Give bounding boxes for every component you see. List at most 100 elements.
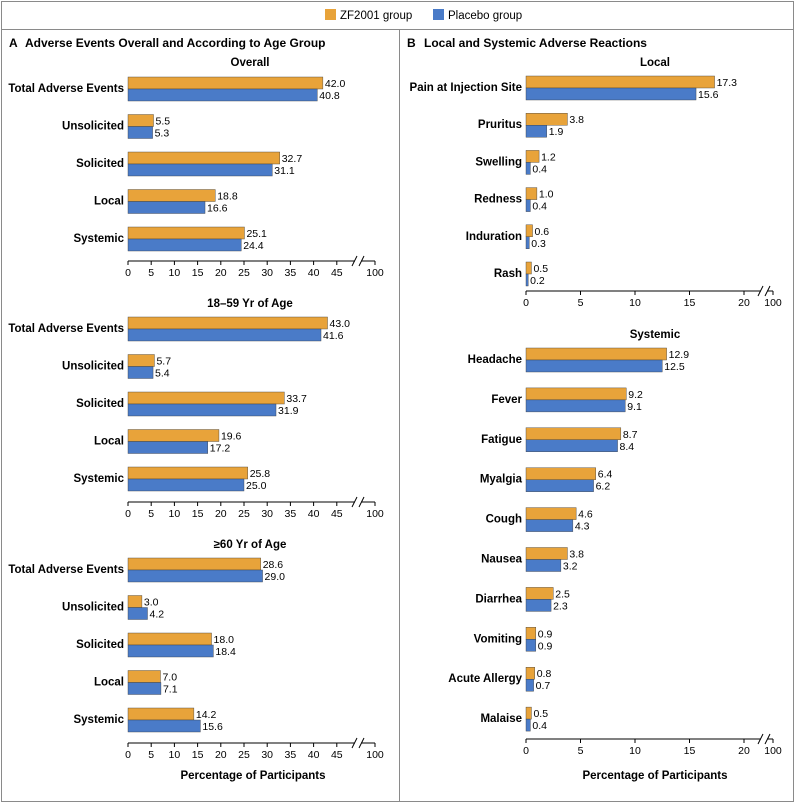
- x-tick-label-5: 5: [578, 297, 584, 309]
- bar-zf2001-headache: [525, 347, 667, 361]
- x-tick-label-0: 0: [125, 508, 131, 520]
- value-label-placebo-vomiting: 0.9: [538, 640, 553, 652]
- value-label-placebo-unsolicited: 4.2: [149, 609, 164, 621]
- value-label-placebo-malaise: 0.4: [532, 720, 547, 732]
- bar-placebo-solicited: [127, 403, 277, 417]
- value-label-placebo-redness: 0.4: [532, 201, 547, 213]
- value-label-zf2001-vomiting: 0.9: [538, 628, 553, 640]
- value-label-zf2001-local: 19.6: [221, 431, 242, 443]
- value-label-zf2001-unsolicited: 5.5: [156, 116, 171, 128]
- value-label-placebo-total-adverse-events: 41.6: [323, 330, 344, 342]
- x-tick-label-40: 40: [308, 508, 320, 520]
- bar-zf2001-unsolicited: [127, 595, 143, 608]
- bar-placebo-rash: [525, 273, 529, 287]
- bar-zf2001-diarrhea: [525, 587, 554, 600]
- value-label-zf2001-swelling: 1.2: [541, 151, 556, 163]
- x-tick-label-100: 100: [366, 749, 384, 761]
- bar-placebo-solicited: [127, 163, 273, 177]
- value-label-zf2001-induration: 0.6: [535, 226, 550, 238]
- category-label-pruritus: Pruritus: [478, 119, 522, 131]
- value-label-zf2001-solicited: 32.7: [282, 153, 303, 165]
- bar-zf2001-total-adverse-events: [127, 316, 328, 330]
- bar-zf2001-systemic: [127, 466, 248, 480]
- value-label-zf2001-headache: 12.9: [669, 349, 690, 361]
- chart-subtitle: Local: [640, 57, 670, 69]
- bar-zf2001-nausea: [525, 547, 568, 560]
- bar-placebo-induration: [525, 236, 530, 250]
- category-label-total-adverse-events: Total Adverse Events: [8, 564, 124, 576]
- bar-placebo-total-adverse-events: [127, 88, 318, 102]
- value-label-placebo-unsolicited: 5.3: [155, 128, 170, 140]
- category-label-total-adverse-events: Total Adverse Events: [8, 323, 124, 335]
- value-label-placebo-systemic: 15.6: [202, 721, 223, 733]
- value-label-zf2001-pruritus: 3.8: [569, 114, 584, 126]
- bar-zf2001-systemic: [127, 707, 195, 721]
- x-tick-label-10: 10: [169, 749, 181, 761]
- value-label-placebo-local: 17.2: [210, 443, 231, 455]
- bar-zf2001-fever: [525, 387, 627, 401]
- value-label-zf2001-unsolicited: 5.7: [156, 356, 171, 368]
- chart-subtitle: Systemic: [630, 329, 681, 341]
- bar-zf2001-total-adverse-events: [127, 557, 261, 571]
- bar-zf2001-total-adverse-events: [127, 76, 324, 90]
- bar-zf2001-swelling: [525, 150, 540, 163]
- bar-zf2001-redness: [525, 187, 538, 200]
- bar-placebo-vomiting: [525, 639, 537, 652]
- bar-placebo-malaise: [525, 718, 531, 732]
- x-tick-label-10: 10: [169, 267, 181, 279]
- bar-zf2001-local: [127, 670, 161, 683]
- x-tick-label-25: 25: [238, 267, 250, 279]
- legend-label-zf2001: ZF2001 group: [340, 10, 412, 22]
- value-label-zf2001-myalgia: 6.4: [598, 469, 613, 481]
- category-label-local: Local: [94, 196, 124, 208]
- bar-zf2001-acute-allergy: [525, 667, 535, 680]
- x-tick-label-100: 100: [764, 745, 782, 757]
- x-tick-label-0: 0: [523, 745, 529, 757]
- x-axis-label: Percentage of Participants: [582, 770, 727, 782]
- value-label-zf2001-unsolicited: 3.0: [144, 597, 159, 609]
- bar-placebo-headache: [525, 359, 663, 373]
- x-tick-label-5: 5: [578, 745, 584, 757]
- value-label-placebo-systemic: 24.4: [243, 240, 264, 252]
- chart-a-60-yr-of-age: ≥60 Yr of Age Total Adverse Events 28.629.…: [8, 539, 384, 782]
- value-label-placebo-fatigue: 8.4: [620, 441, 635, 453]
- bar-zf2001-fatigue: [525, 427, 622, 440]
- x-tick-label-30: 30: [261, 749, 273, 761]
- value-label-zf2001-systemic: 14.2: [196, 709, 217, 721]
- bar-placebo-nausea: [525, 559, 562, 572]
- bar-zf2001-myalgia: [525, 467, 596, 480]
- category-label-solicited: Solicited: [76, 398, 124, 410]
- category-label-unsolicited: Unsolicited: [62, 602, 124, 614]
- bar-zf2001-local: [127, 429, 220, 442]
- category-label-systemic: Systemic: [73, 473, 124, 485]
- chart-subtitle: ≥60 Yr of Age: [214, 539, 287, 551]
- bar-placebo-local: [127, 682, 162, 695]
- category-label-myalgia: Myalgia: [480, 474, 523, 486]
- category-label-induration: Induration: [466, 231, 522, 243]
- legend-label-placebo: Placebo group: [448, 10, 522, 22]
- category-label-swelling: Swelling: [475, 156, 522, 168]
- axis-break-mark: [358, 255, 365, 267]
- bar-zf2001-unsolicited: [127, 114, 154, 127]
- chart-subtitle: 18–59 Yr of Age: [207, 298, 293, 310]
- panel-b-letter: B: [407, 36, 416, 50]
- x-tick-label-15: 15: [684, 297, 696, 309]
- category-label-headache: Headache: [468, 354, 522, 366]
- value-label-zf2001-local: 7.0: [162, 672, 177, 684]
- bar-zf2001-induration: [525, 224, 533, 238]
- value-label-zf2001-nausea: 3.8: [569, 549, 584, 561]
- legend: ZF2001 group Placebo group: [325, 9, 522, 22]
- axis-break-mark: [351, 496, 358, 508]
- x-tick-label-35: 35: [285, 267, 297, 279]
- axis-break-mark: [351, 737, 358, 749]
- bar-zf2001-unsolicited: [127, 354, 155, 367]
- category-label-total-adverse-events: Total Adverse Events: [8, 83, 124, 95]
- bar-placebo-systemic: [127, 238, 242, 252]
- x-tick-label-20: 20: [215, 749, 227, 761]
- category-label-nausea: Nausea: [481, 554, 523, 566]
- x-tick-label-5: 5: [148, 749, 154, 761]
- x-tick-label-40: 40: [308, 749, 320, 761]
- bar-placebo-myalgia: [525, 479, 594, 492]
- value-label-zf2001-total-adverse-events: 42.0: [325, 78, 346, 90]
